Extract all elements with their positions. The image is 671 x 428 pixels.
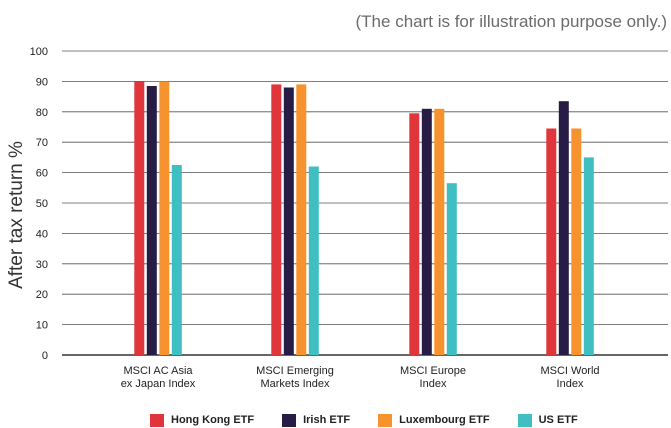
bar-hong-kong-etf-1 [271, 84, 282, 356]
legend-swatch [378, 413, 393, 427]
bar-hong-kong-etf-2 [409, 113, 420, 355]
x-tick-label: MSCI Europe Index [400, 365, 466, 390]
y-tick-label: 100 [30, 46, 48, 58]
x-tick-label: MSCI World Index [540, 365, 599, 390]
bar-luxembourg-etf-0 [159, 81, 170, 356]
bar-us-etf-0 [171, 165, 182, 355]
bar-irish-etf-0 [146, 86, 157, 355]
y-tick-label: 40 [36, 228, 48, 240]
bar-irish-etf-1 [283, 87, 294, 355]
x-tick-label: MSCI Emerging Markets Index [256, 365, 334, 390]
bar-luxembourg-etf-3 [571, 128, 582, 355]
y-tick-label: 10 [36, 320, 48, 332]
y-axis-label: After tax return % [6, 141, 27, 289]
bar-hong-kong-etf-3 [546, 128, 557, 355]
bars [134, 81, 594, 356]
legend-label: Irish ETF [303, 414, 351, 426]
bar-irish-etf-3 [558, 101, 569, 355]
y-tick-label: 0 [42, 350, 48, 362]
x-tick-labels: MSCI AC Asia ex Japan Index MSCI Emerging M… [121, 365, 600, 390]
legend-label: US ETF [538, 414, 578, 426]
legend-item-luxembourg-etf: Luxembourg ETF [378, 413, 490, 427]
bar-us-etf-1 [308, 166, 319, 355]
bar-us-etf-3 [583, 157, 594, 355]
y-tick-label: 70 [36, 137, 48, 149]
bar-hong-kong-etf-0 [134, 81, 145, 356]
bar-luxembourg-etf-1 [296, 84, 307, 356]
legend-label: Hong Kong ETF [171, 414, 255, 426]
legend-swatch [282, 413, 297, 427]
y-tick-labels: 0 10 20 30 40 50 60 70 80 90 100 [30, 46, 48, 362]
illustration-note: (The chart is for illustration purpose o… [355, 12, 667, 31]
bar-irish-etf-2 [421, 108, 432, 355]
x-tick-label: MSCI AC Asia ex Japan Index [121, 365, 196, 390]
legend-item-irish-etf: Irish ETF [282, 413, 351, 427]
legend-swatch [517, 413, 532, 427]
y-tick-label: 50 [36, 198, 48, 210]
y-tick-label: 80 [36, 107, 48, 119]
legend-swatch [150, 413, 164, 427]
legend-label: Luxembourg ETF [399, 414, 490, 426]
legend-item-us-etf: US ETF [517, 413, 578, 427]
y-axis-label-wrap: After tax return % [4, 90, 30, 340]
y-tick-label: 60 [36, 168, 48, 180]
y-tick-label: 90 [36, 76, 48, 88]
bar-us-etf-2 [446, 183, 457, 355]
bar-luxembourg-etf-2 [434, 108, 445, 355]
y-tick-label: 20 [36, 289, 48, 301]
y-tick-label: 30 [36, 259, 48, 271]
legend: Hong Kong ETF Irish ETF Luxembourg ETF US E… [150, 412, 606, 428]
legend-item-hong-kong-etf: Hong Kong ETF [150, 413, 255, 427]
